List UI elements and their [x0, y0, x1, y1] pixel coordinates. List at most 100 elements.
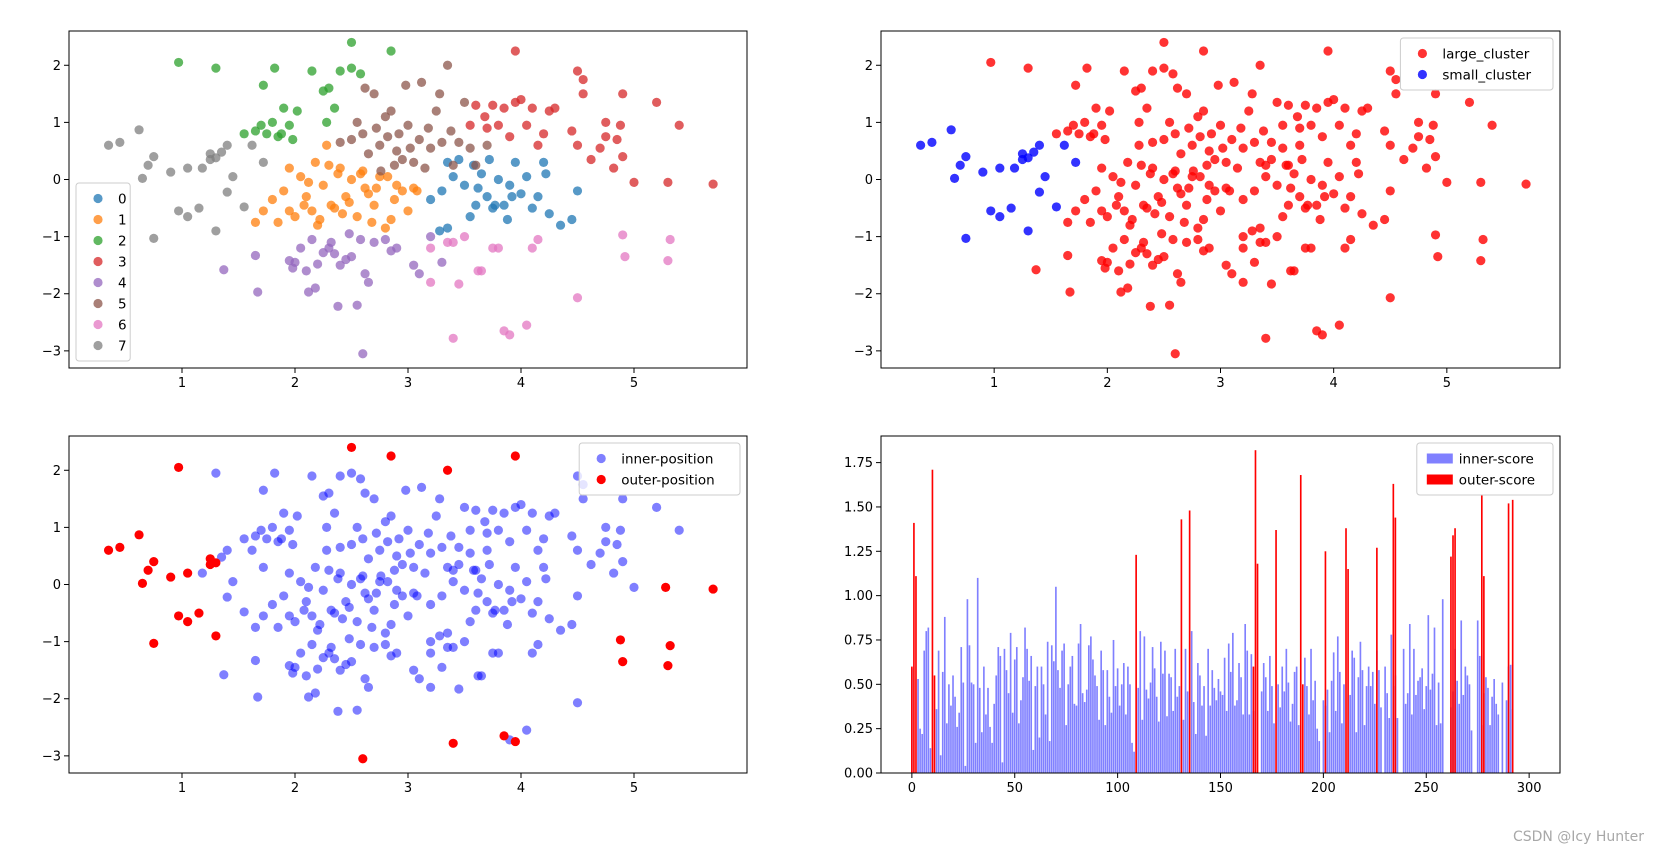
data-point: [1119, 234, 1129, 245]
data-point: [1068, 120, 1078, 130]
data-point: [1521, 179, 1531, 189]
data-point: [493, 579, 503, 590]
data-point: [1006, 203, 1016, 213]
inner-score-bar: [987, 687, 989, 773]
inner-score-bar: [1055, 586, 1057, 773]
data-point: [1385, 140, 1395, 150]
data-point: [1157, 197, 1167, 207]
legend-label: 0: [118, 192, 127, 208]
inner-score-bar: [1367, 666, 1370, 773]
data-point: [1236, 123, 1246, 133]
data-point: [386, 511, 396, 521]
data-point: [480, 112, 490, 122]
inner-score-bar: [1287, 682, 1290, 773]
data-point: [355, 474, 366, 484]
inner-score-bar: [1244, 624, 1247, 773]
data-point: [1034, 140, 1045, 150]
data-point: [149, 233, 159, 243]
data-point: [446, 531, 456, 541]
data-point: [1238, 277, 1248, 287]
data-point: [1159, 37, 1169, 48]
data-point: [258, 80, 268, 90]
data-point: [301, 597, 311, 607]
data-point: [629, 177, 639, 187]
inner-score-bar: [1396, 718, 1399, 773]
legend-box: [1399, 37, 1554, 91]
data-point: [367, 217, 377, 227]
data-point: [595, 548, 605, 558]
data-point: [442, 60, 453, 70]
inner-score-bar: [1215, 700, 1218, 773]
data-point: [115, 137, 125, 147]
inner-score-bar: [1269, 655, 1271, 773]
data-point: [465, 617, 475, 627]
inner-score-bar: [1164, 650, 1166, 773]
y-tick-label: −2: [854, 287, 873, 302]
data-point: [431, 106, 441, 116]
inner-score-bar: [1024, 627, 1026, 773]
legend-marker: [1417, 48, 1427, 59]
inner-score-bar: [1053, 661, 1055, 773]
inner-score-bar: [974, 742, 977, 773]
data-point: [284, 120, 294, 130]
inner-score-bar: [1063, 643, 1065, 773]
inner-score-bar: [1238, 663, 1240, 773]
data-point: [1334, 320, 1344, 330]
data-point: [618, 230, 628, 240]
series-cluster-4: [219, 229, 447, 359]
data-point: [572, 545, 583, 555]
inner-score-bar: [1028, 680, 1030, 773]
data-point: [386, 46, 396, 56]
inner-score-bar: [1104, 725, 1107, 773]
data-point: [324, 83, 334, 93]
data-point: [1476, 177, 1486, 187]
inner-score-bar: [1485, 677, 1487, 773]
data-point: [1283, 160, 1293, 170]
data-point: [1104, 106, 1115, 116]
data-point: [335, 471, 345, 481]
series-inner-position: [197, 468, 684, 745]
data-point: [459, 180, 470, 190]
data-point: [403, 611, 413, 621]
inner-score-bar: [1384, 666, 1386, 773]
data-point: [1351, 157, 1361, 167]
plot-frame-top-right: [880, 30, 1561, 369]
data-point: [927, 137, 937, 147]
inner-score-bar: [1478, 655, 1481, 773]
data-point: [389, 599, 400, 610]
data-point: [360, 83, 370, 93]
inner-score-bar: [1217, 678, 1220, 773]
data-point: [471, 200, 481, 210]
data-point: [296, 577, 306, 587]
inner-score-bar: [1022, 677, 1024, 773]
data-point: [502, 619, 513, 630]
inner-score-bar: [1129, 684, 1131, 773]
data-point: [1181, 237, 1192, 247]
series-cluster-1: [250, 140, 422, 233]
x-tick-label: 1: [990, 376, 998, 391]
x-tick-label: 3: [1216, 376, 1224, 391]
inner-score-bar: [954, 696, 956, 773]
data-point: [371, 588, 381, 598]
inner-score-bar: [1487, 687, 1489, 773]
data-point: [403, 120, 413, 130]
inner-score-bar: [1044, 714, 1047, 773]
data-point: [448, 577, 458, 587]
legend-box: [75, 182, 131, 362]
data-point: [1164, 212, 1175, 222]
data-point: [143, 565, 153, 575]
data-point: [505, 537, 515, 547]
legend-marker: [93, 214, 103, 225]
data-point: [586, 154, 596, 165]
data-point: [262, 534, 272, 544]
data-point: [333, 706, 343, 716]
data-point: [352, 300, 362, 310]
data-point: [986, 57, 996, 68]
data-point: [346, 37, 357, 48]
data-point: [916, 140, 926, 150]
data-point: [510, 736, 520, 747]
inner-score-bar: [1334, 710, 1337, 773]
data-point: [1159, 252, 1169, 262]
data-point: [1148, 260, 1158, 270]
legend-label: 5: [118, 297, 127, 313]
